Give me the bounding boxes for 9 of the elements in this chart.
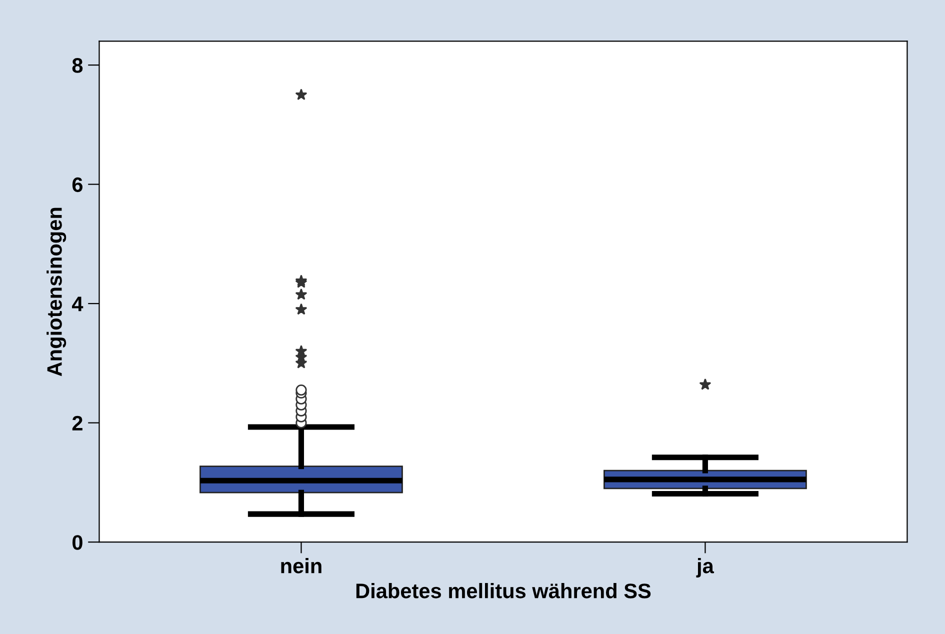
y-tick-label: 4 [72,296,84,312]
y-tick-label: 2 [72,416,82,430]
x-tick-label: ja [696,558,714,578]
x-axis-title: Diabetes mellitus während SS [356,583,651,598]
y-tick-label: 8 [72,58,83,73]
y-tick-label: 6 [72,177,82,192]
y-axis-title: Angiotensinogen [46,208,66,376]
y-tick-label: 0 [72,535,82,550]
x-tick-label: nein [281,558,322,574]
